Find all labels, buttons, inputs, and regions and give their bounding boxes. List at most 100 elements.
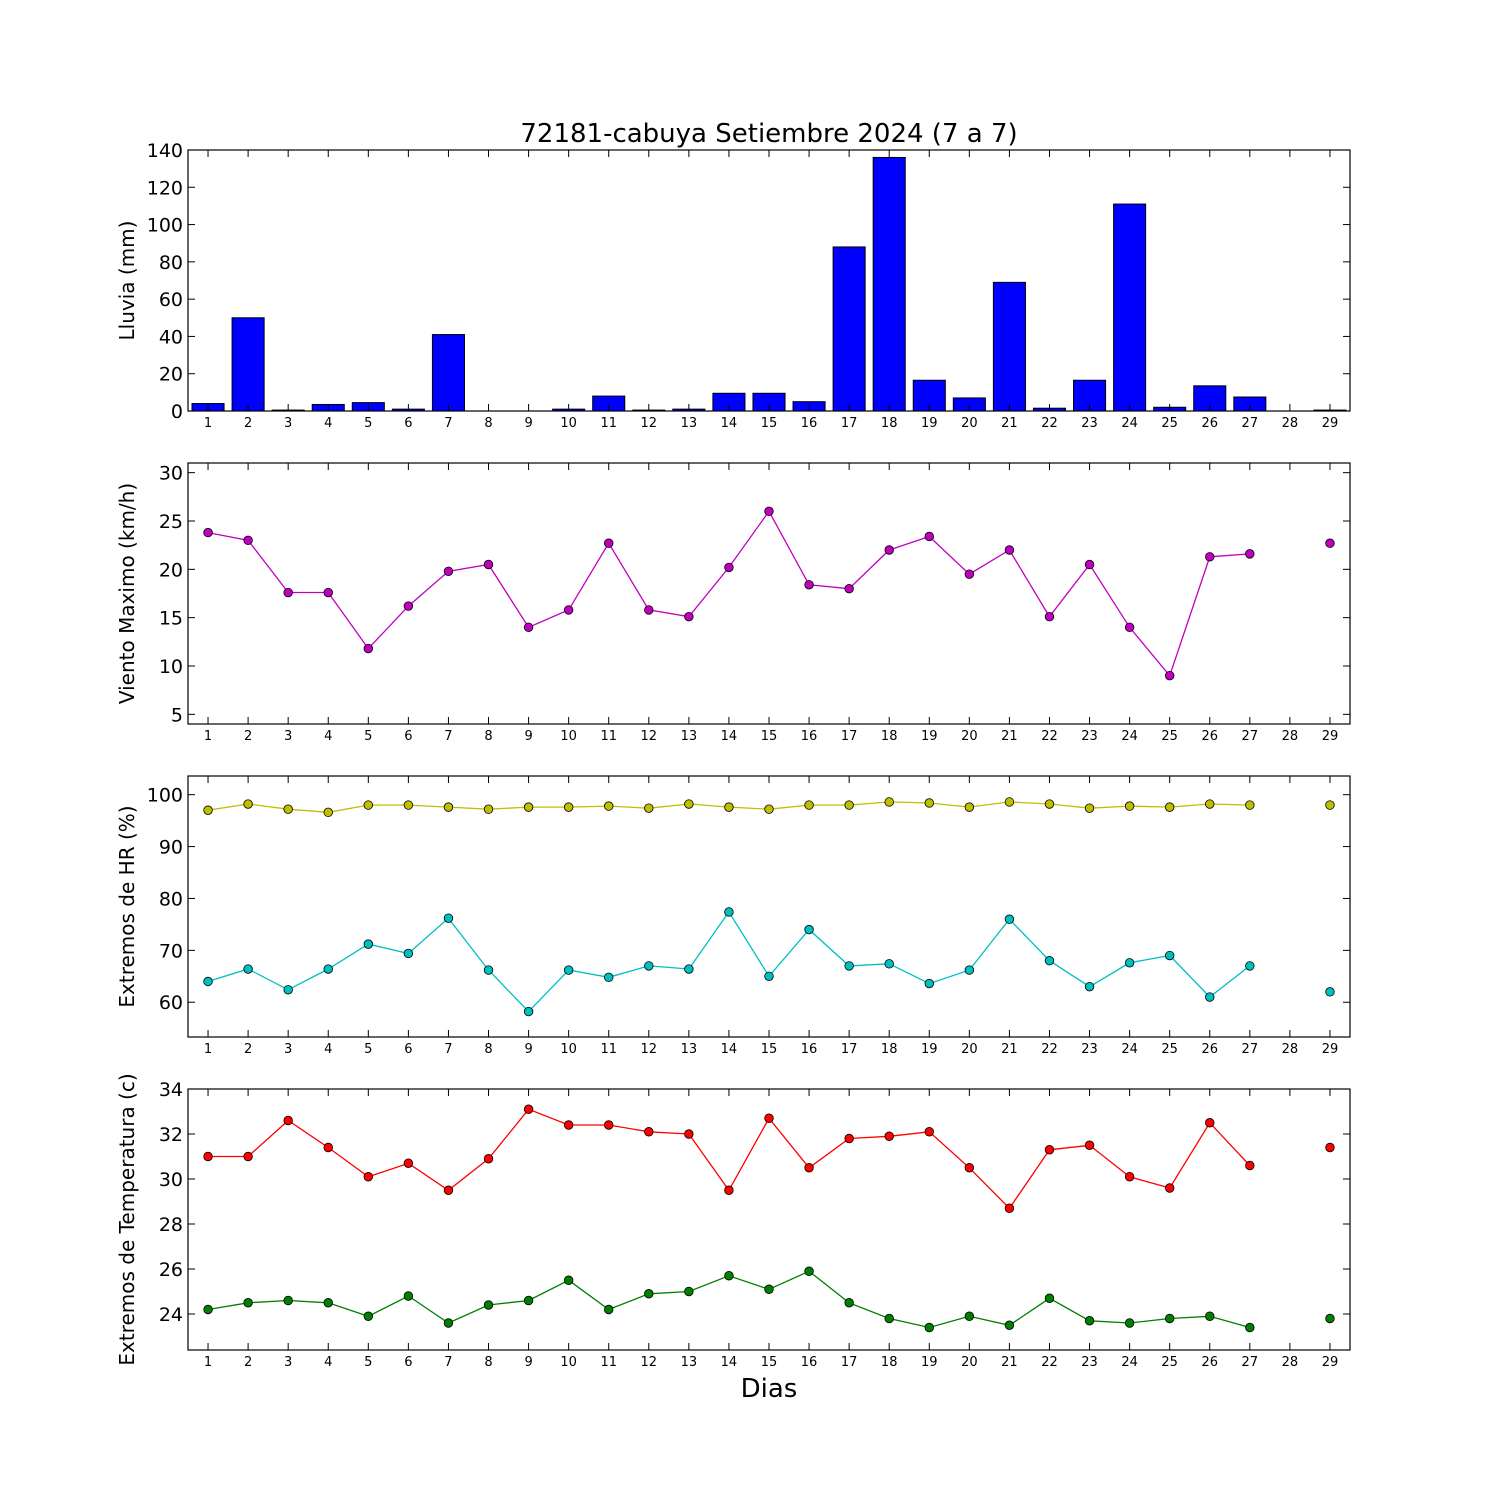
x-tick-label: 10 [560, 416, 577, 431]
data-point [1164, 1313, 1175, 1324]
data-point [844, 800, 854, 810]
series-line-1-0 [208, 511, 1330, 675]
data-point [243, 799, 253, 809]
x-tick-label: 9 [524, 1355, 532, 1370]
data-point [1124, 1318, 1135, 1328]
y-tick-label: 25 [159, 511, 183, 533]
data-point [483, 1300, 494, 1310]
y-axis-label: Extremos de Temperatura (c) [115, 1073, 139, 1365]
data-point [523, 1104, 534, 1114]
y-tick-label: 20 [159, 559, 183, 581]
data-point [644, 1289, 654, 1299]
rain-bar [872, 156, 906, 412]
x-tick-label: 21 [1001, 1042, 1018, 1057]
x-tick-label: 4 [324, 1042, 332, 1057]
data-point [1325, 1313, 1335, 1324]
x-tick-label: 11 [600, 416, 617, 431]
data-point [483, 965, 494, 975]
data-point [1044, 799, 1055, 809]
data-point [844, 583, 854, 594]
x-tick-label: 23 [1081, 1042, 1098, 1057]
x-tick-label: 6 [404, 416, 412, 431]
x-tick-label: 19 [921, 416, 938, 431]
x-tick-label: 20 [961, 416, 978, 431]
x-tick-label: 20 [961, 729, 978, 744]
x-tick-label: 29 [1322, 1042, 1339, 1057]
data-point [1325, 538, 1335, 548]
data-point [363, 1172, 374, 1182]
data-point [1164, 1183, 1175, 1193]
axes-frame [187, 149, 1351, 412]
x-tick-label: 17 [841, 416, 858, 431]
data-point [403, 601, 414, 611]
data-point [283, 1295, 293, 1306]
data-point [764, 804, 774, 814]
data-point [523, 802, 534, 812]
x-tick-label: 23 [1081, 416, 1098, 431]
y-tick-label: 28 [159, 1214, 183, 1236]
x-tick-label: 8 [484, 729, 492, 744]
x-tick-label: 28 [1282, 1042, 1299, 1057]
data-point [1084, 1316, 1095, 1326]
data-point [1004, 914, 1015, 924]
x-tick-label: 12 [641, 729, 658, 744]
x-tick-label: 11 [600, 1042, 617, 1057]
data-point [1205, 552, 1215, 562]
x-tick-label: 3 [284, 1042, 292, 1057]
y-tick-label: 40 [159, 326, 183, 348]
data-point [724, 907, 734, 917]
data-point [764, 506, 774, 517]
x-tick-label: 13 [681, 1042, 698, 1057]
y-tick-label: 24 [159, 1304, 183, 1326]
y-tick-label: 20 [159, 364, 183, 386]
x-tick-label: 14 [721, 1355, 738, 1370]
x-tick-label: 12 [641, 1042, 658, 1057]
data-point [1004, 797, 1015, 807]
x-tick-label: 19 [921, 1355, 938, 1370]
x-tick-label: 15 [761, 1042, 778, 1057]
data-point [203, 1151, 213, 1162]
x-tick-label: 8 [484, 416, 492, 431]
x-tick-label: 2 [244, 416, 252, 431]
x-tick-label: 4 [324, 729, 332, 744]
x-tick-label: 28 [1282, 416, 1299, 431]
x-tick-label: 18 [881, 1042, 898, 1057]
data-point [563, 1120, 574, 1130]
data-point [764, 1113, 774, 1123]
rain-bar [992, 281, 1026, 412]
x-tick-label: 29 [1322, 1355, 1339, 1370]
data-point [403, 948, 414, 959]
x-tick-label: 21 [1001, 1355, 1018, 1370]
x-tick-label: 22 [1041, 416, 1058, 431]
data-point [483, 1154, 494, 1164]
data-point [964, 965, 975, 975]
data-point [924, 1127, 934, 1137]
data-point [644, 605, 654, 615]
y-tick-label: 80 [159, 888, 183, 910]
x-tick-label: 25 [1161, 416, 1178, 431]
x-tick-label: 26 [1201, 1042, 1218, 1057]
data-point [323, 1298, 333, 1308]
data-point [443, 1185, 454, 1195]
data-point [764, 1284, 774, 1294]
y-tick-label: 70 [159, 940, 183, 962]
y-axis-label: Extremos de HR (%) [115, 805, 139, 1007]
x-tick-label: 17 [841, 1355, 858, 1370]
x-tick-label: 24 [1121, 416, 1138, 431]
data-point [203, 805, 213, 815]
data-point [964, 1163, 975, 1173]
x-tick-label: 18 [881, 729, 898, 744]
x-tick-label: 19 [921, 729, 938, 744]
data-point [563, 605, 574, 615]
chart-title: 72181-cabuya Setiembre 2024 (7 a 7) [520, 119, 1017, 149]
data-point [243, 535, 253, 546]
data-point [884, 545, 894, 555]
data-point [724, 562, 734, 573]
x-tick-label: 25 [1161, 1042, 1178, 1057]
data-point [523, 1006, 534, 1017]
x-tick-label: 16 [801, 1355, 818, 1370]
y-tick-label: 60 [159, 289, 183, 311]
data-point [924, 798, 934, 808]
data-point [323, 807, 333, 818]
